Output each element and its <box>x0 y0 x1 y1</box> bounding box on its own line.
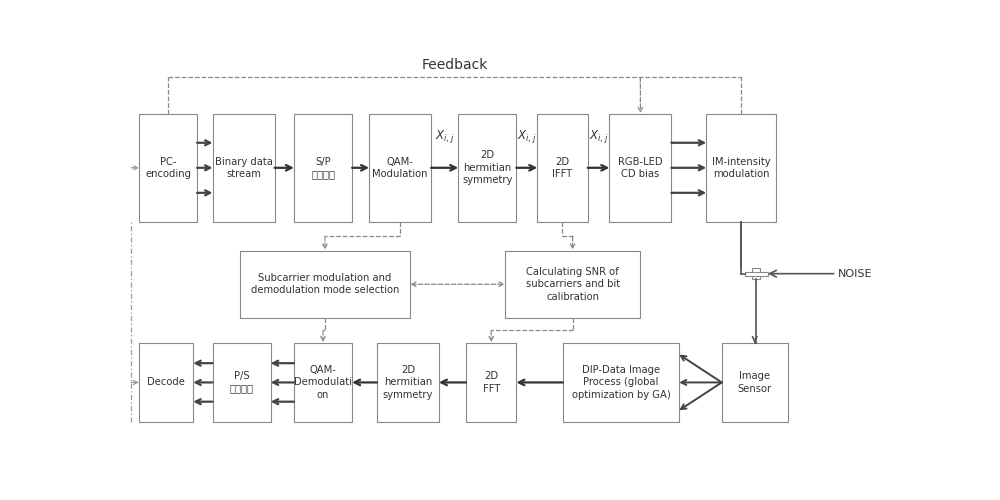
Text: QAM-
Demodulati
on: QAM- Demodulati on <box>294 365 352 400</box>
Text: Binary data
stream: Binary data stream <box>215 156 273 179</box>
Text: Feedback: Feedback <box>421 58 488 71</box>
FancyBboxPatch shape <box>745 272 768 276</box>
Text: $X_{i,j}$: $X_{i,j}$ <box>517 128 537 144</box>
FancyBboxPatch shape <box>213 114 275 222</box>
Text: S/P
串并转换: S/P 串并转换 <box>311 156 335 179</box>
FancyBboxPatch shape <box>722 343 788 422</box>
FancyBboxPatch shape <box>505 250 640 318</box>
Text: 2D
IFFT: 2D IFFT <box>552 156 573 179</box>
FancyBboxPatch shape <box>466 343 516 422</box>
FancyBboxPatch shape <box>706 114 776 222</box>
Text: 2D
hermitian
symmetry: 2D hermitian symmetry <box>383 365 433 400</box>
FancyBboxPatch shape <box>609 114 671 222</box>
FancyBboxPatch shape <box>752 268 760 280</box>
FancyBboxPatch shape <box>294 114 352 222</box>
Text: QAM-
Modulation: QAM- Modulation <box>372 156 428 179</box>
FancyBboxPatch shape <box>294 343 352 422</box>
FancyBboxPatch shape <box>377 343 439 422</box>
Text: $X_{i,j}$: $X_{i,j}$ <box>589 128 608 144</box>
FancyBboxPatch shape <box>240 250 410 318</box>
Text: Decode: Decode <box>147 378 185 388</box>
FancyBboxPatch shape <box>213 343 271 422</box>
Text: PC-
encoding: PC- encoding <box>145 156 191 179</box>
FancyBboxPatch shape <box>458 114 516 222</box>
FancyBboxPatch shape <box>369 114 431 222</box>
Text: IM-intensity
modulation: IM-intensity modulation <box>712 156 770 179</box>
FancyBboxPatch shape <box>537 114 588 222</box>
Text: Image
Sensor: Image Sensor <box>738 371 772 394</box>
Text: Calculating SNR of
subcarriers and bit
calibration: Calculating SNR of subcarriers and bit c… <box>526 267 620 302</box>
Text: 2D
FFT: 2D FFT <box>482 371 500 394</box>
Text: DIP-Data Image
Process (global
optimization by GA): DIP-Data Image Process (global optimizat… <box>572 365 670 400</box>
FancyBboxPatch shape <box>563 343 679 422</box>
FancyBboxPatch shape <box>139 114 197 222</box>
Text: P/S
并串转换: P/S 并串转换 <box>230 371 254 394</box>
Text: RGB-LED
CD bias: RGB-LED CD bias <box>618 156 663 179</box>
Text: 2D
hermitian
symmetry: 2D hermitian symmetry <box>462 150 512 185</box>
Text: Subcarrier modulation and
demodulation mode selection: Subcarrier modulation and demodulation m… <box>251 273 399 295</box>
FancyBboxPatch shape <box>139 343 193 422</box>
Text: $X_{i,j}$: $X_{i,j}$ <box>435 128 454 144</box>
Text: NOISE: NOISE <box>838 268 872 278</box>
